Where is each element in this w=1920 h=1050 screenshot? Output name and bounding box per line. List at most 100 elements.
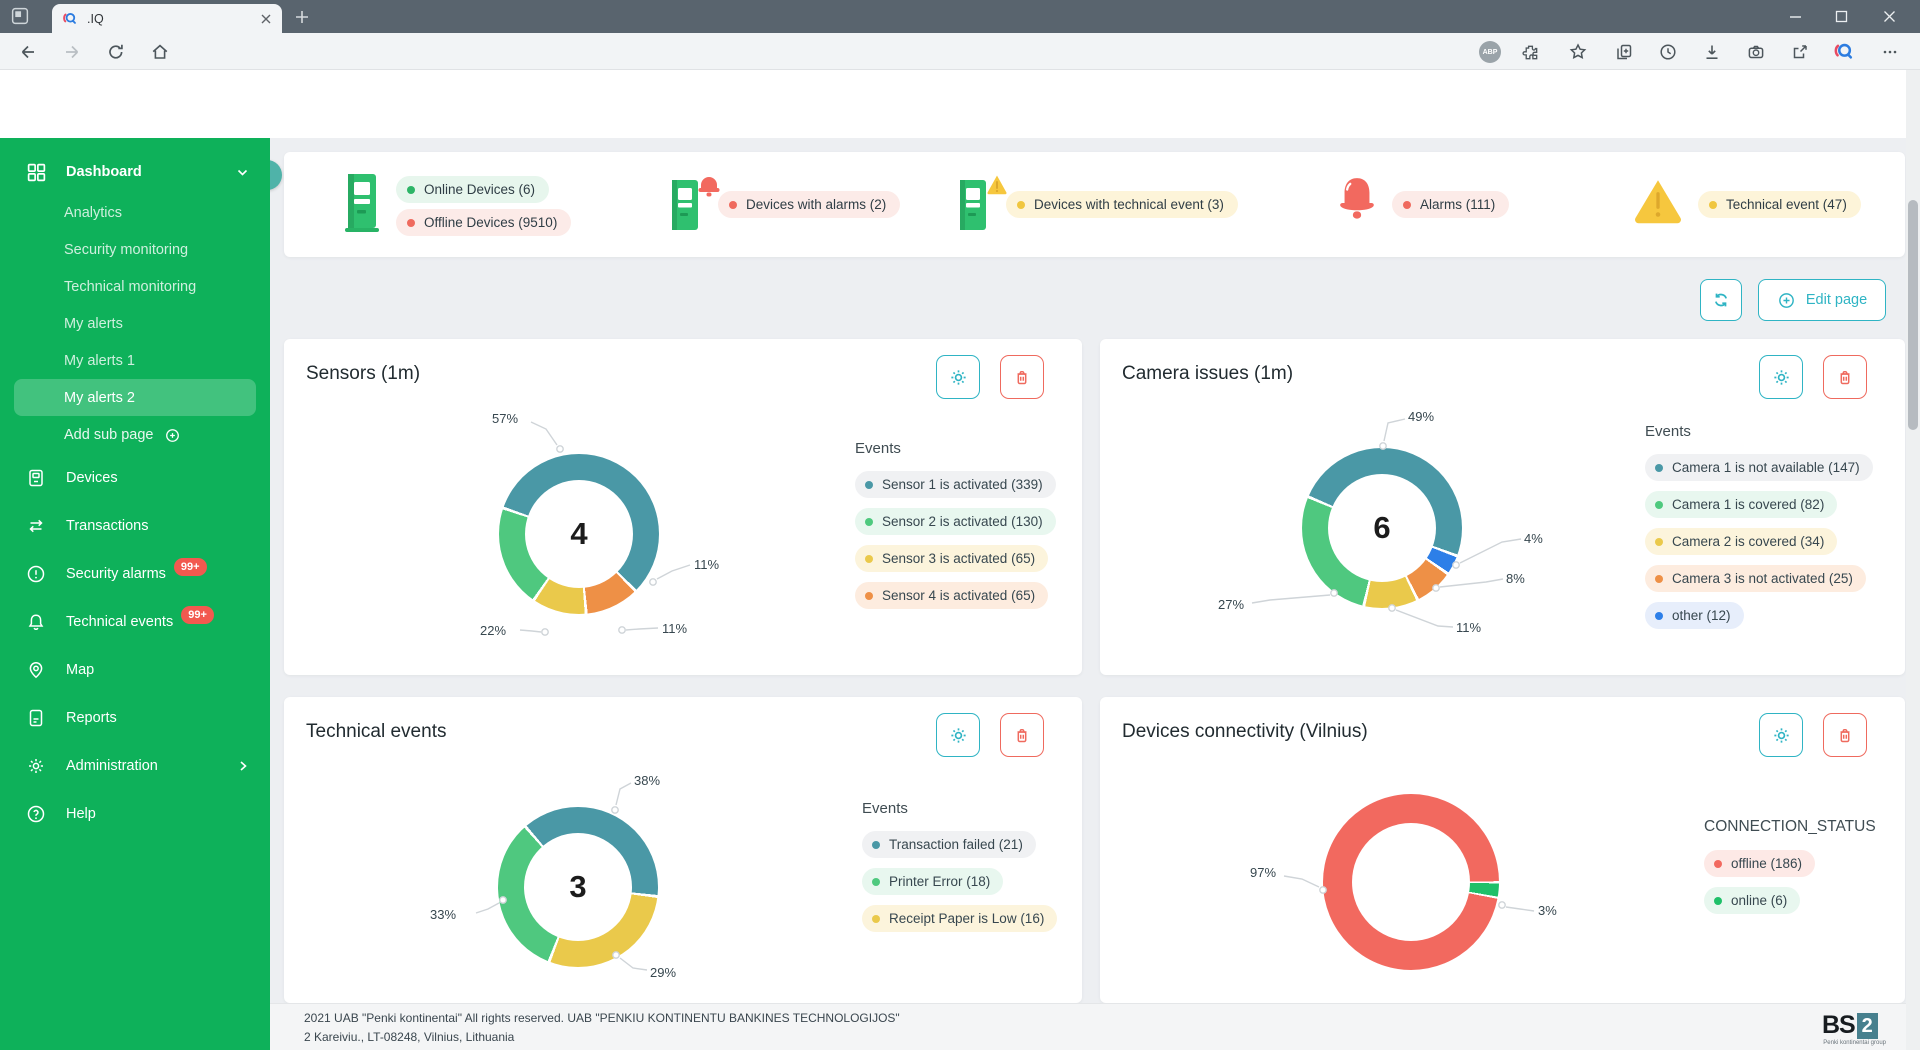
back-button[interactable] [14,38,42,66]
offline-devices-chip: Offline Devices (9510) [396,209,572,236]
percent-label: 11% [1456,620,1482,635]
bs2-logo-text: BS [1822,1011,1856,1039]
card-title: Sensors (1m) [306,363,421,384]
legend-item[interactable]: online (6) [1704,887,1801,914]
window-minimize-button[interactable] [1786,7,1805,26]
app-header: ATMeye.iQ 133 111 English [0,70,1920,194]
sidebar-item-label: Technical monitoring [64,278,197,295]
percent-label: 8% [1506,571,1525,586]
legend-item[interactable]: Camera 1 is not available (147) [1645,454,1873,481]
technical-events-donut-chart[interactable]: 3 [498,807,658,967]
chevron-right-icon [236,759,250,773]
sidebar-item-transactions[interactable]: Transactions [0,502,270,550]
sidebar-item-security-alarms[interactable]: Security alarms 99+ [0,550,270,598]
legend-item[interactable]: offline (186) [1704,850,1816,877]
legend-item[interactable]: Sensor 3 is activated (65) [855,545,1049,572]
sidebar-item-my-alerts[interactable]: My alerts [0,305,270,342]
technical-events-card: Technical events 3 38% 29% 33% Events Tr… [284,697,1082,1003]
downloads-icon[interactable] [1698,38,1726,66]
more-menu-icon[interactable] [1876,38,1904,66]
adblock-extension-icon[interactable]: ABP [1476,38,1504,66]
window-close-button[interactable] [1880,7,1899,26]
legend-title: CONNECTION_STATUS [1704,818,1876,835]
window-maximize-button[interactable] [1832,7,1851,26]
sidebar-item-label: Administration [66,758,158,774]
sidebar-item-technical-events[interactable]: Technical events 99+ [0,598,270,646]
donut-center-value: 3 [569,869,587,904]
legend-item[interactable]: Camera 2 is covered (34) [1645,528,1838,555]
web-capture-icon[interactable] [1742,38,1770,66]
sidebar-item-security-monitoring[interactable]: Security monitoring [0,231,270,268]
legend-item[interactable]: Camera 3 is not activated (25) [1645,565,1866,592]
camera-issues-donut-chart[interactable]: 6 [1302,448,1462,608]
refresh-dashboard-button[interactable] [1700,279,1742,321]
status-dot [1403,200,1411,209]
collections-icon[interactable] [1610,38,1638,66]
sidebar-item-my-alerts-2[interactable]: My alerts 2 [14,379,256,416]
legend-label: other (12) [1672,608,1731,623]
sidebar-item-help[interactable]: Help [0,790,270,838]
sidebar-add-sub-page[interactable]: Add sub page [0,416,270,454]
sensors-donut-chart[interactable]: 4 [499,454,659,614]
card-settings-button[interactable] [936,355,980,399]
legend-title: Events [862,800,908,817]
legend-dot [872,914,880,923]
favorites-icon[interactable] [1564,38,1592,66]
extensions-icon[interactable] [1516,38,1544,66]
edit-page-button[interactable]: Edit page [1758,279,1886,321]
card-settings-button[interactable] [936,713,980,757]
history-icon[interactable] [1654,38,1682,66]
chevron-down-icon [235,165,250,180]
sidebar-item-dashboard[interactable]: Dashboard [0,150,270,194]
new-tab-button[interactable] [294,9,310,25]
tab-title: .IQ [87,11,104,26]
browser-profile-icon[interactable] [1830,38,1858,66]
legend-dot [1655,537,1663,546]
legend-item[interactable]: Sensor 2 is activated (130) [855,508,1056,535]
legend-label: online (6) [1731,893,1788,908]
browser-app-icon [10,6,30,26]
sidebar-item-map[interactable]: Map [0,646,270,694]
legend-item[interactable]: other (12) [1645,602,1744,629]
legend-item[interactable]: Sensor 4 is activated (65) [855,582,1049,609]
card-delete-button[interactable] [1823,355,1867,399]
sidebar-item-label: Devices [66,470,118,486]
card-settings-button[interactable] [1759,355,1803,399]
card-delete-button[interactable] [1000,355,1044,399]
devices-with-alarms-chip: Devices with alarms (2) [718,191,901,218]
card-delete-button[interactable] [1000,713,1044,757]
map-pin-icon [26,660,46,680]
legend-item[interactable]: Sensor 1 is activated (339) [855,471,1056,498]
status-dot [729,200,737,209]
sidebar-item-analytics[interactable]: Analytics [0,194,270,231]
card-title: Camera issues (1m) [1122,363,1294,384]
legend-dot [865,554,873,563]
scrollbar-thumb[interactable] [1908,200,1918,430]
sidebar-item-devices[interactable]: Devices [0,454,270,502]
legend-label: Transaction failed (21) [889,837,1023,852]
sidebar-item-reports[interactable]: Reports [0,694,270,742]
sidebar-item-technical-monitoring[interactable]: Technical monitoring [0,268,270,305]
sidebar-item-administration[interactable]: Administration [0,742,270,790]
connectivity-donut-chart[interactable] [1323,794,1499,970]
sidebar-item-label: Help [66,806,96,822]
refresh-page-button[interactable] [102,38,130,66]
forward-button[interactable] [58,38,86,66]
legend-dot [865,591,873,600]
chip-label: Offline Devices (9510) [424,215,558,230]
footer-address: 2 Kareiviu., LT-08248, Vilnius, Lithuani… [304,1030,515,1044]
tab-close-icon[interactable] [260,13,272,25]
sidebar-item-my-alerts-1[interactable]: My alerts 1 [0,342,270,379]
share-icon[interactable] [1786,38,1814,66]
card-settings-button[interactable] [1759,713,1803,757]
home-button[interactable] [146,38,174,66]
legend-item[interactable]: Receipt Paper is Low (16) [862,905,1058,932]
legend-item[interactable]: Printer Error (18) [862,868,1004,895]
legend-item[interactable]: Transaction failed (21) [862,831,1036,858]
browser-tab[interactable]: .IQ [52,4,282,33]
sidebar-item-label: My alerts 2 [64,389,135,406]
status-dot [407,218,415,227]
legend-dot [865,480,873,489]
card-delete-button[interactable] [1823,713,1867,757]
legend-item[interactable]: Camera 1 is covered (82) [1645,491,1838,518]
